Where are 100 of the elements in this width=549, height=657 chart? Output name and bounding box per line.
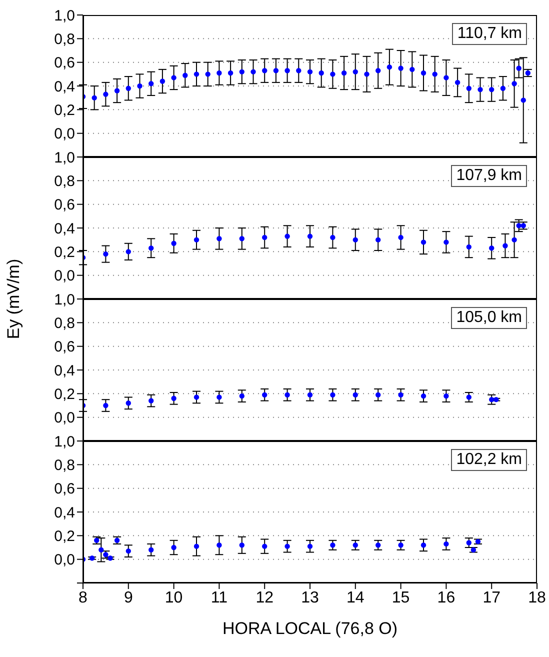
- y-tick-label: 1,0: [54, 149, 75, 166]
- point: [516, 66, 522, 71]
- point: [307, 69, 313, 74]
- point: [512, 237, 517, 242]
- point: [386, 64, 392, 70]
- point: [376, 542, 381, 548]
- point: [398, 234, 404, 240]
- point: [126, 548, 131, 554]
- point: [114, 88, 120, 94]
- y-tick-label: 0,2: [54, 386, 75, 403]
- point: [444, 393, 449, 399]
- x-tick-label: 14: [346, 589, 364, 606]
- point: [284, 544, 290, 549]
- point: [454, 80, 460, 86]
- y-tick-label: 0,2: [54, 244, 75, 261]
- point: [262, 234, 268, 240]
- point: [171, 240, 176, 246]
- point: [376, 237, 381, 242]
- point: [160, 78, 166, 84]
- point: [216, 542, 222, 548]
- point: [466, 394, 472, 400]
- y-axis-title: Ey (mV/m): [4, 258, 24, 340]
- point: [398, 542, 404, 548]
- point: [512, 81, 517, 86]
- y-tick-label: 1,0: [54, 433, 75, 450]
- x-tick-label: 9: [124, 589, 133, 606]
- point: [307, 234, 313, 239]
- point: [137, 83, 142, 89]
- y-tick-label: 0,8: [54, 172, 75, 190]
- x-tick-label: 10: [164, 589, 183, 606]
- x-tick-label: 8: [78, 589, 88, 606]
- point: [103, 92, 108, 97]
- point: [352, 542, 358, 548]
- y-tick-label: 0,4: [54, 220, 75, 238]
- y-tick-label: 1,0: [54, 7, 75, 24]
- point: [432, 72, 438, 77]
- point: [262, 392, 268, 398]
- point: [307, 392, 313, 398]
- point: [148, 81, 154, 86]
- x-tick-label: 16: [437, 589, 456, 606]
- y-tick-label: 0,4: [54, 362, 75, 380]
- point: [126, 400, 131, 406]
- point: [307, 544, 313, 549]
- y-tick-label: 0,2: [54, 102, 75, 119]
- point: [171, 75, 176, 80]
- point: [398, 66, 404, 71]
- x-tick-label: 13: [301, 589, 319, 606]
- point: [98, 547, 104, 552]
- point: [352, 69, 358, 74]
- point: [410, 66, 415, 72]
- point: [296, 68, 302, 74]
- y-tick-label: 0,0: [54, 410, 75, 427]
- point: [194, 544, 200, 549]
- point: [114, 538, 120, 543]
- point: [466, 540, 472, 546]
- point: [478, 86, 483, 92]
- y-tick-label: 0,2: [54, 528, 75, 545]
- point: [520, 98, 526, 103]
- point: [250, 69, 256, 74]
- point: [239, 542, 244, 548]
- point: [489, 86, 494, 92]
- point: [148, 246, 154, 251]
- point: [502, 243, 508, 248]
- point: [516, 223, 522, 228]
- point: [330, 392, 336, 398]
- y-tick-label: 0,0: [54, 268, 75, 285]
- point: [228, 70, 234, 76]
- point: [205, 72, 210, 77]
- point: [420, 542, 426, 548]
- point: [262, 544, 268, 549]
- point: [466, 86, 472, 91]
- x-tick-label: 11: [210, 589, 228, 606]
- x-tick-label: 12: [256, 589, 274, 606]
- point: [284, 234, 290, 239]
- y-tick-label: 0,6: [54, 480, 75, 498]
- point: [182, 72, 188, 78]
- point: [420, 393, 426, 399]
- y-tick-label: 1,0: [54, 291, 75, 308]
- y-tick-label: 0,8: [54, 314, 75, 332]
- point: [284, 392, 290, 398]
- point: [92, 95, 97, 100]
- y-tick-label: 0,4: [54, 78, 75, 96]
- point: [376, 392, 381, 398]
- x-tick-label: 15: [392, 589, 410, 606]
- point: [500, 86, 506, 91]
- point: [466, 244, 472, 250]
- point: [330, 234, 336, 240]
- point: [239, 393, 244, 399]
- point: [126, 249, 131, 254]
- annotation: 105,0 km: [451, 307, 527, 329]
- annotation: 110,7 km: [452, 23, 527, 45]
- point: [352, 237, 358, 242]
- annotation: 107,9 km: [451, 165, 527, 187]
- point: [420, 240, 426, 245]
- point: [239, 236, 244, 242]
- point: [398, 392, 404, 398]
- point: [216, 70, 222, 76]
- point: [444, 240, 449, 245]
- x-tick-label: 18: [528, 589, 546, 606]
- point: [103, 402, 108, 408]
